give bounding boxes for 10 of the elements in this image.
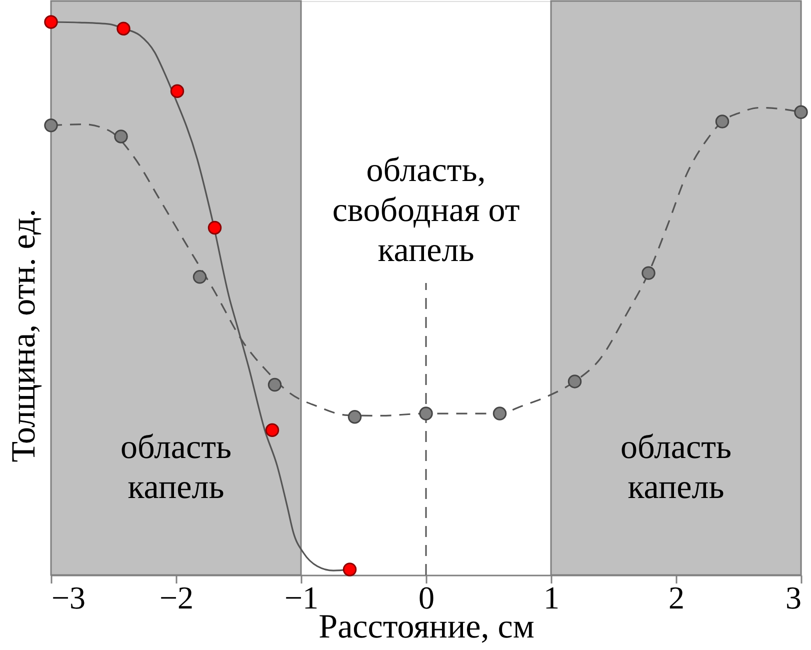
x-tick-label: −3 xyxy=(52,580,86,616)
x-tick-label: 3 xyxy=(786,580,802,616)
band-label: область капель xyxy=(620,429,732,506)
band-label: область капель xyxy=(120,429,232,506)
x-tick-label: 2 xyxy=(668,580,684,616)
y-axis-title: Толщина, отн. ед. xyxy=(6,208,42,462)
x-tick-label: −1 xyxy=(284,580,319,616)
x-tick-label: −2 xyxy=(159,580,194,616)
x-tick-label: 1 xyxy=(544,580,560,616)
ref-line-label: область, свободная от капель xyxy=(332,152,520,269)
